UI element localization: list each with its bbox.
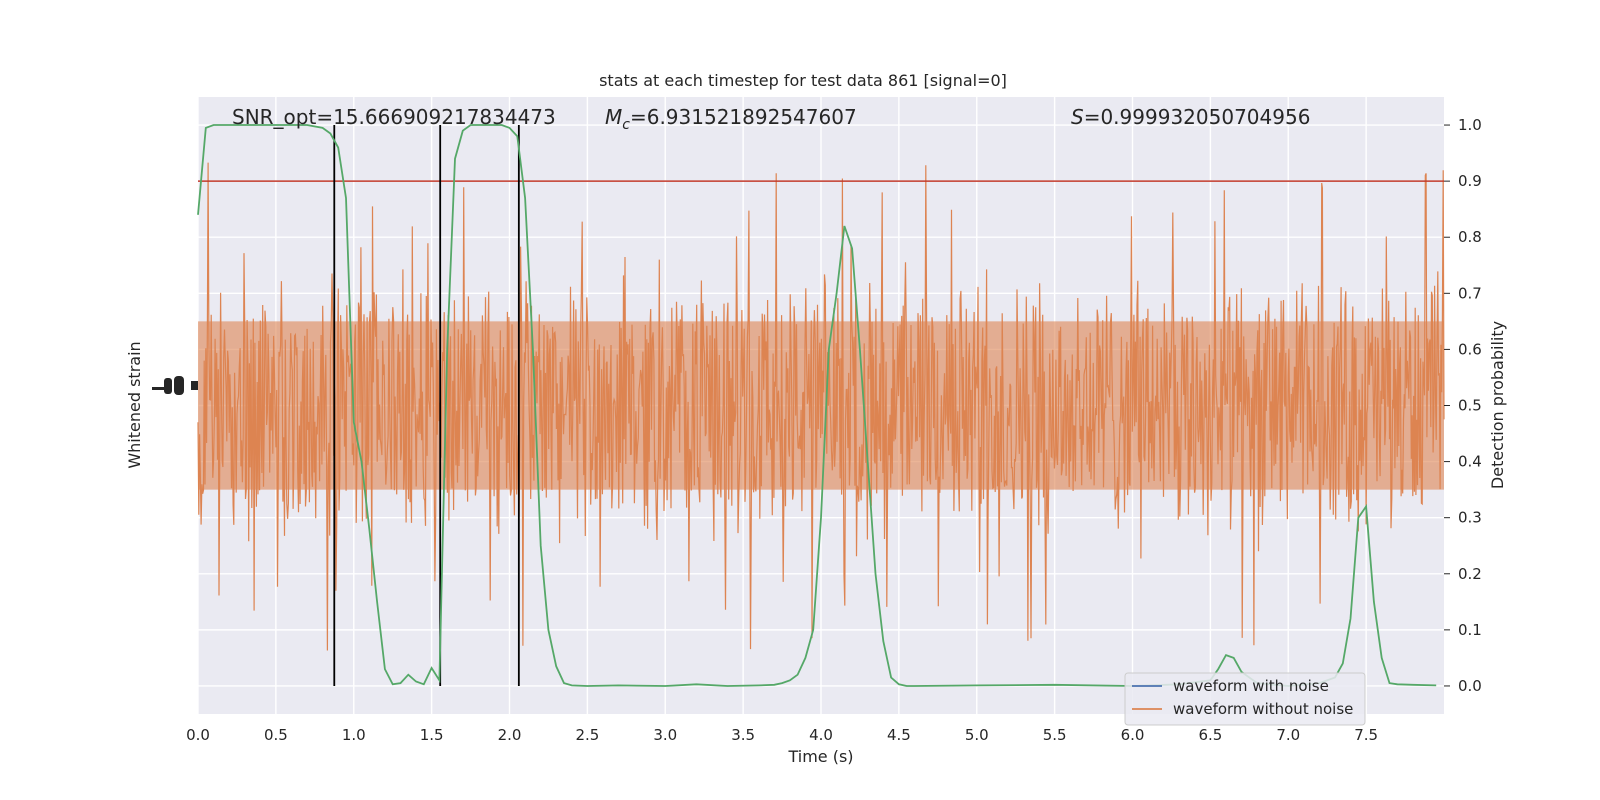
y-tick-label: 0.8 — [1458, 228, 1482, 246]
x-tick-label: 5.5 — [1043, 726, 1067, 744]
x-tick-label: 3.0 — [653, 726, 677, 744]
x-tick-label: 1.0 — [342, 726, 366, 744]
x-tick-label: 3.5 — [731, 726, 755, 744]
y-tick-label: 0.1 — [1458, 621, 1482, 639]
snr-annotation: SNR_opt=15.666909217834473 — [232, 105, 556, 129]
x-tick-label: 7.0 — [1276, 726, 1300, 744]
chart-title: stats at each timestep for test data 861… — [599, 71, 1007, 90]
x-tick-label: 2.5 — [575, 726, 599, 744]
x-axis-ticks: 0.0 0.5 1.0 1.5 2.0 2.5 3.0 3.5 4.0 4.5 5.0 5.5 6.0 6… — [186, 726, 1378, 744]
x-tick-label: 2.0 — [498, 726, 522, 744]
marker-lines — [333, 125, 520, 686]
y-tick-label: 0.2 — [1458, 565, 1482, 583]
x-tick-label: 5.0 — [965, 726, 989, 744]
s-annotation: S=0.999932050704956 — [1071, 105, 1310, 129]
mc-annotation: Mc=6.931521892547607 — [605, 105, 857, 133]
legend: waveform with noise waveform without noi… — [1124, 672, 1366, 726]
x-tick-label: 6.5 — [1198, 726, 1222, 744]
y-tick-label: 0.5 — [1458, 397, 1482, 415]
x-tick-label: 0.5 — [264, 726, 288, 744]
y-tick-label: 0.6 — [1458, 340, 1482, 358]
legend-label-without-noise: waveform without noise — [1173, 700, 1353, 718]
waveform-dense-band — [198, 321, 1444, 490]
y-tick-label: 0.3 — [1458, 509, 1482, 527]
legend-box — [1124, 672, 1366, 726]
x-tick-label: 7.5 — [1354, 726, 1378, 744]
y-axis-right-label: Detection probability — [1488, 321, 1507, 489]
y-tick-label: 0.9 — [1458, 172, 1482, 190]
y-axis-right-ticks: 0.0 0.1 0.2 0.3 0.4 0.5 0.6 0.7 0.8 0.9 1.0 — [1444, 116, 1482, 695]
y-tick-label: 0.0 — [1458, 677, 1482, 695]
x-axis-label: Time (s) — [787, 747, 853, 766]
waveform-without-noise-trace — [197, 162, 1445, 651]
y-tick-label: 0.7 — [1458, 284, 1482, 302]
y-axis-left-label: Whitened strain — [125, 341, 144, 468]
left-axis-glyph — [152, 376, 198, 395]
legend-label-with-noise: waveform with noise — [1173, 677, 1329, 695]
x-tick-label: 0.0 — [186, 726, 210, 744]
x-tick-label: 4.0 — [809, 726, 833, 744]
x-tick-label: 4.5 — [887, 726, 911, 744]
x-tick-label: 6.0 — [1121, 726, 1145, 744]
x-tick-label: 1.5 — [420, 726, 444, 744]
detection-probability-line — [197, 124, 1437, 687]
y-tick-label: 1.0 — [1458, 116, 1482, 134]
y-tick-label: 0.4 — [1458, 453, 1482, 471]
